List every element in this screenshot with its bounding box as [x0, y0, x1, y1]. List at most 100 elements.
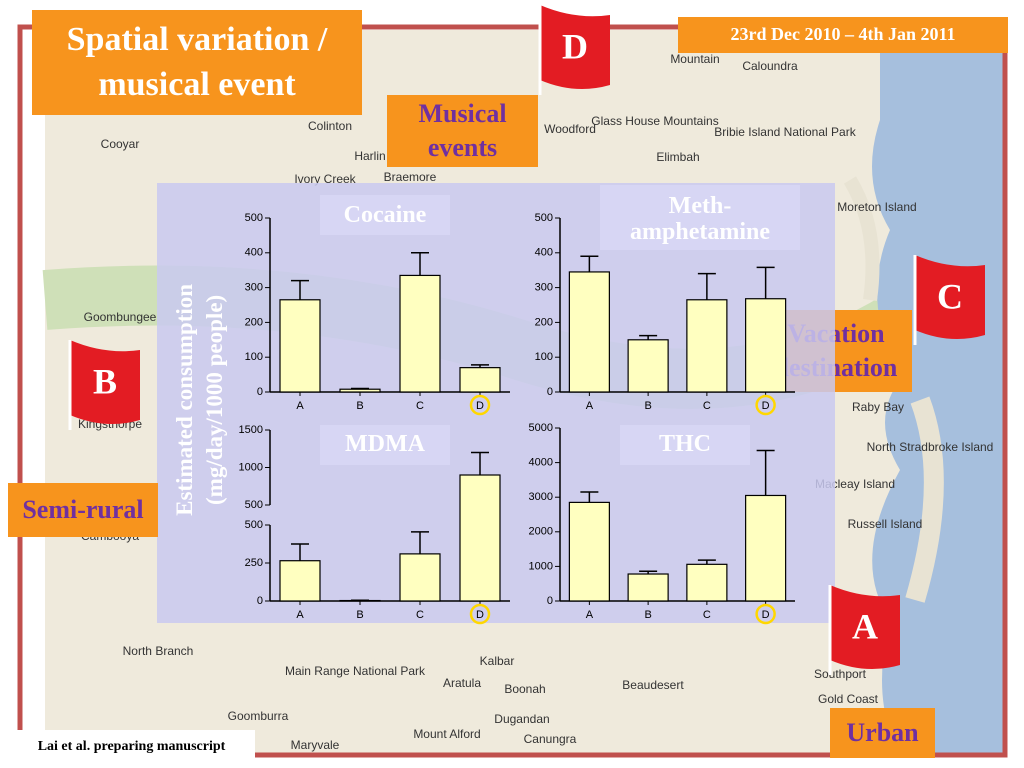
highlight [469, 603, 491, 625]
citation: Lai et al. preparing manuscript [8, 730, 255, 763]
x-tick-label: C [703, 400, 711, 412]
map-label: Goombungee [84, 310, 157, 324]
bar [627, 573, 669, 602]
bar [459, 474, 501, 602]
map-label: Glass House Mountains [591, 114, 718, 128]
semirural-label: Semi-rural [8, 483, 158, 537]
y-tick-label: 100 [245, 351, 263, 363]
flag [830, 585, 900, 669]
flag-letter: C [937, 276, 963, 316]
y-tick-label: 500 [245, 519, 263, 531]
x-tick-label: C [416, 400, 424, 412]
flag-letter: A [852, 606, 878, 646]
map-label: Moreton Island [837, 200, 916, 214]
y-tick-label: 100 [535, 351, 553, 363]
y-tick-label: 0 [257, 386, 263, 398]
map-label: Gold Coast [818, 692, 879, 706]
y-tick-label: 1500 [239, 424, 263, 436]
y-tick-label: 0 [547, 386, 553, 398]
map-label: Russell Island [848, 517, 923, 531]
flag [915, 255, 985, 339]
map-label: Caloundra [742, 59, 798, 73]
y-tick-label: 500 [535, 212, 553, 224]
slide-title: Spatial variation / musical event [32, 10, 362, 115]
chart-title: Cocaine [343, 202, 427, 228]
x-tick-label: C [703, 609, 711, 621]
flag [70, 340, 140, 424]
x-tick-label: B [644, 609, 651, 621]
x-tick-label: D [762, 609, 770, 621]
y-tick-label: 300 [535, 282, 553, 294]
x-tick-label: A [296, 400, 304, 412]
map-label: North Branch [123, 644, 194, 658]
y-tick-label: 300 [245, 282, 263, 294]
y-tick-label: 0 [547, 595, 553, 607]
bar [745, 494, 787, 602]
bar [279, 560, 321, 602]
y-tick-label: 500 [245, 212, 263, 224]
chart-title: THC [658, 431, 711, 457]
bar [686, 563, 728, 602]
highlight [469, 394, 491, 416]
y-tick-label: 400 [245, 247, 263, 259]
y-tick-label: 500 [245, 499, 263, 511]
urban-label: Urban [830, 708, 935, 758]
map-label: Aratula [443, 676, 481, 690]
x-tick-label: B [644, 400, 651, 412]
flag-letter: D [562, 26, 588, 66]
map-label: Mount Alford [413, 727, 480, 741]
chart-title: MDMA [345, 431, 425, 457]
bar [399, 274, 441, 393]
bar [279, 299, 321, 393]
x-tick-label: A [586, 400, 594, 412]
map-label: Goomburra [228, 709, 289, 723]
map-label: Bribie Island National Park [714, 125, 856, 139]
y-tick-label: 0 [257, 595, 263, 607]
map-label: Colinton [308, 119, 352, 133]
bar [568, 271, 610, 393]
x-tick-label: C [416, 609, 424, 621]
map-label: Woodford [544, 122, 596, 136]
map-label: Main Range National Park [285, 664, 426, 678]
x-tick-label: A [296, 609, 304, 621]
chart-title: Meth-amphetamine [630, 193, 770, 246]
map-label: North Stradbroke Island [867, 440, 994, 454]
y-tick-label: 4000 [529, 457, 553, 469]
x-tick-label: B [356, 609, 363, 621]
y-tick-label: 5000 [529, 422, 553, 434]
map-label: Mountain [670, 52, 719, 66]
map-label: Elimbah [656, 150, 699, 164]
map-label: Dugandan [494, 712, 549, 726]
highlight [755, 603, 776, 625]
map-label: Braemore [384, 170, 437, 184]
bar [459, 367, 501, 393]
y-tick-label: 2000 [529, 526, 553, 538]
map-label: Raby Bay [852, 400, 904, 414]
map-label: Cooyar [101, 137, 140, 151]
map-label: Harlin [354, 149, 385, 163]
map-label: Southport [814, 667, 867, 681]
y-tick-label: 1000 [239, 461, 263, 473]
x-tick-label: D [762, 400, 770, 412]
x-tick-label: A [586, 609, 594, 621]
x-tick-label: D [476, 400, 484, 412]
y-tick-label: 3000 [529, 491, 553, 503]
y-tick-label: 400 [535, 247, 553, 259]
map-label: Beaudesert [622, 678, 684, 692]
map-label: Ivory Creek [294, 172, 356, 186]
flag-letter: B [93, 361, 117, 401]
musical-label: Musical events [387, 95, 538, 167]
y-tick-label: 1000 [529, 560, 553, 572]
date-range: 23rd Dec 2010 – 4th Jan 2011 [678, 17, 1008, 53]
highlight [755, 394, 776, 416]
bar [745, 298, 787, 393]
x-tick-label: B [356, 400, 363, 412]
x-tick-label: D [476, 609, 484, 621]
flag [540, 5, 610, 89]
y-tick-label: 250 [245, 557, 263, 569]
map-label: Maryvale [291, 738, 340, 752]
